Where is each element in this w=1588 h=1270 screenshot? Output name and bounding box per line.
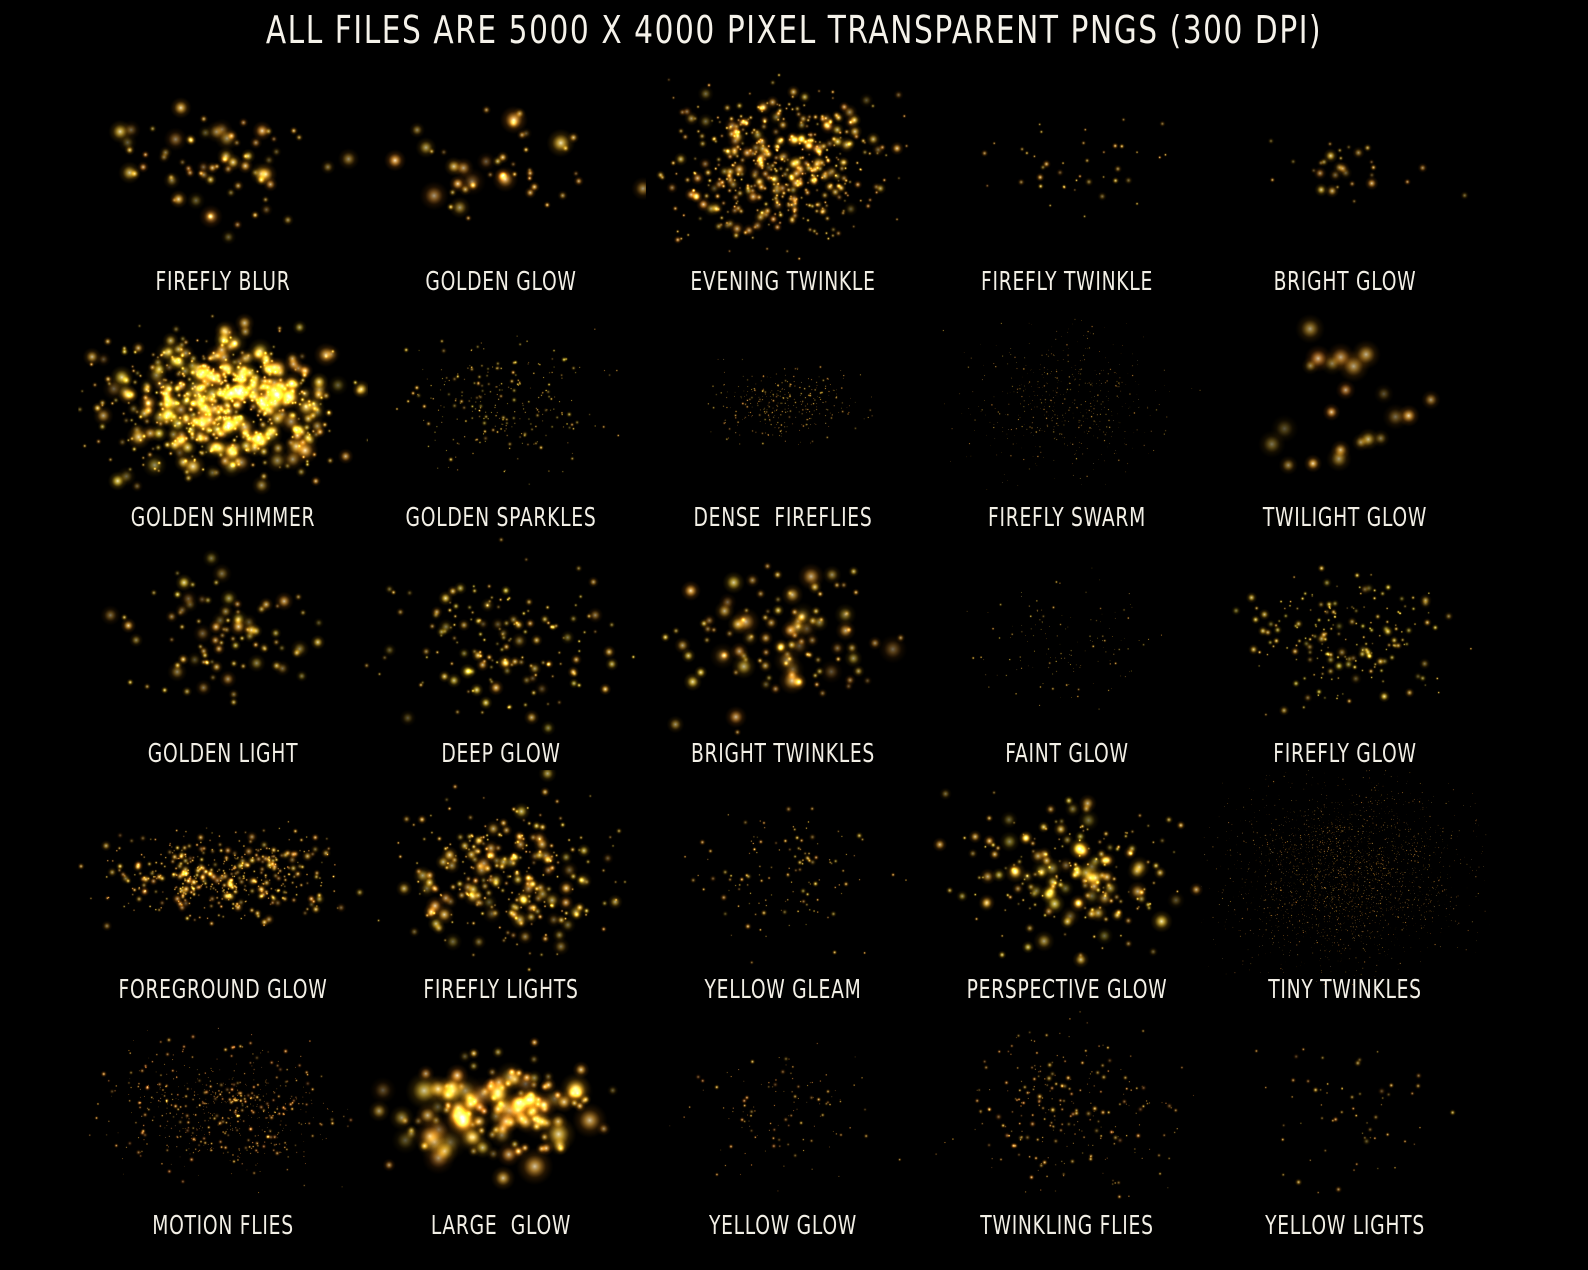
overlay-tile: TINY TWINKLES (1200, 770, 1490, 1008)
overlay-label: FIREFLY BLUR (155, 267, 291, 297)
overlay-label: FIREFLY LIGHTS (423, 975, 579, 1005)
overlay-preview-image (356, 534, 646, 772)
overlay-label: GOLDEN SPARKLES (405, 503, 597, 533)
overlay-label: BRIGHT GLOW (1273, 267, 1417, 297)
overlay-preview-image (356, 298, 646, 536)
overlay-preview-image (638, 62, 928, 300)
overlay-label: GOLDEN GLOW (425, 267, 577, 297)
overlay-preview-image (638, 534, 928, 772)
overlay-tile: BRIGHT TWINKLES (638, 534, 928, 772)
overlay-tile: FIREFLY GLOW (1200, 534, 1490, 772)
overlay-label: FIREFLY SWARM (988, 503, 1146, 533)
overlay-tile: FOREGROUND GLOW (78, 770, 368, 1008)
overlay-preview-image (356, 1006, 646, 1244)
overlay-tile: FIREFLY SWARM (922, 298, 1212, 536)
overlay-label: FOREGROUND GLOW (118, 975, 328, 1005)
overlay-preview-image (922, 534, 1212, 772)
overlay-label: GOLDEN LIGHT (147, 739, 299, 769)
overlay-preview-image (1200, 534, 1490, 772)
overlay-label: TWINKLING FLIES (980, 1211, 1154, 1241)
overlay-preview-image (78, 534, 368, 772)
overlay-tile: FIREFLY LIGHTS (356, 770, 646, 1008)
overlay-tile: YELLOW LIGHTS (1200, 1006, 1490, 1244)
overlay-label: DEEP GLOW (441, 739, 561, 769)
overlay-preview-image (638, 298, 928, 536)
overlay-preview-image (638, 1006, 928, 1244)
overlay-label: YELLOW GLEAM (704, 975, 862, 1005)
overlay-tile: GOLDEN GLOW (356, 62, 646, 300)
overlay-tile: EVENING TWINKLE (638, 62, 928, 300)
overlay-label: EVENING TWINKLE (690, 267, 876, 297)
overlay-tile: LARGE GLOW (356, 1006, 646, 1244)
overlay-tile: DEEP GLOW (356, 534, 646, 772)
overlay-label: YELLOW GLOW (708, 1211, 858, 1241)
overlay-tile: MOTION FLIES (78, 1006, 368, 1244)
overlay-tile: FIREFLY BLUR (78, 62, 368, 300)
overlay-label: FIREFLY GLOW (1273, 739, 1417, 769)
overlay-preview-image (78, 1006, 368, 1244)
overlay-tile: YELLOW GLEAM (638, 770, 928, 1008)
overlay-tile: FIREFLY TWINKLE (922, 62, 1212, 300)
overlay-preview-image (922, 62, 1212, 300)
overlay-label: DENSE FIREFLIES (693, 503, 873, 533)
overlay-tile: GOLDEN SHIMMER (78, 298, 368, 536)
overlay-preview-image (1200, 770, 1490, 1008)
overlay-preview-image (922, 770, 1212, 1008)
overlay-tile: PERSPECTIVE GLOW (922, 770, 1212, 1008)
overlay-tile: GOLDEN LIGHT (78, 534, 368, 772)
overlay-label: TWILIGHT GLOW (1262, 503, 1428, 533)
overlay-label: FAINT GLOW (1005, 739, 1129, 769)
overlay-label: MOTION FLIES (152, 1211, 294, 1241)
overlay-label: TINY TWINKLES (1268, 975, 1422, 1005)
overlay-tile: TWINKLING FLIES (922, 1006, 1212, 1244)
overlay-preview-image (356, 770, 646, 1008)
overlay-label: BRIGHT TWINKLES (690, 739, 876, 769)
overlay-preview-image (78, 298, 368, 536)
overlay-preview-image (356, 62, 646, 300)
overlay-preview-image (1200, 1006, 1490, 1244)
overlay-tile: YELLOW GLOW (638, 1006, 928, 1244)
overlay-tile: FAINT GLOW (922, 534, 1212, 772)
overlay-tile: BRIGHT GLOW (1200, 62, 1490, 300)
overlay-preview-image (922, 298, 1212, 536)
page-title: ALL FILES ARE 5000 X 4000 PIXEL TRANSPAR… (265, 8, 1323, 52)
overlay-label: YELLOW LIGHTS (1265, 1211, 1425, 1241)
overlay-label: LARGE GLOW (430, 1211, 572, 1241)
overlay-preview-image (922, 1006, 1212, 1244)
overlay-label: FIREFLY TWINKLE (980, 267, 1154, 297)
overlay-tile: DENSE FIREFLIES (638, 298, 928, 536)
overlay-preview-image (78, 62, 368, 300)
overlay-preview-image (78, 770, 368, 1008)
overlay-tile: TWILIGHT GLOW (1200, 298, 1490, 536)
overlay-preview-image (1200, 298, 1490, 536)
overlay-tile: GOLDEN SPARKLES (356, 298, 646, 536)
overlay-preview-image (638, 770, 928, 1008)
overlay-label: PERSPECTIVE GLOW (966, 975, 1168, 1005)
overlay-preview-image (1200, 62, 1490, 300)
overlay-label: GOLDEN SHIMMER (130, 503, 316, 533)
